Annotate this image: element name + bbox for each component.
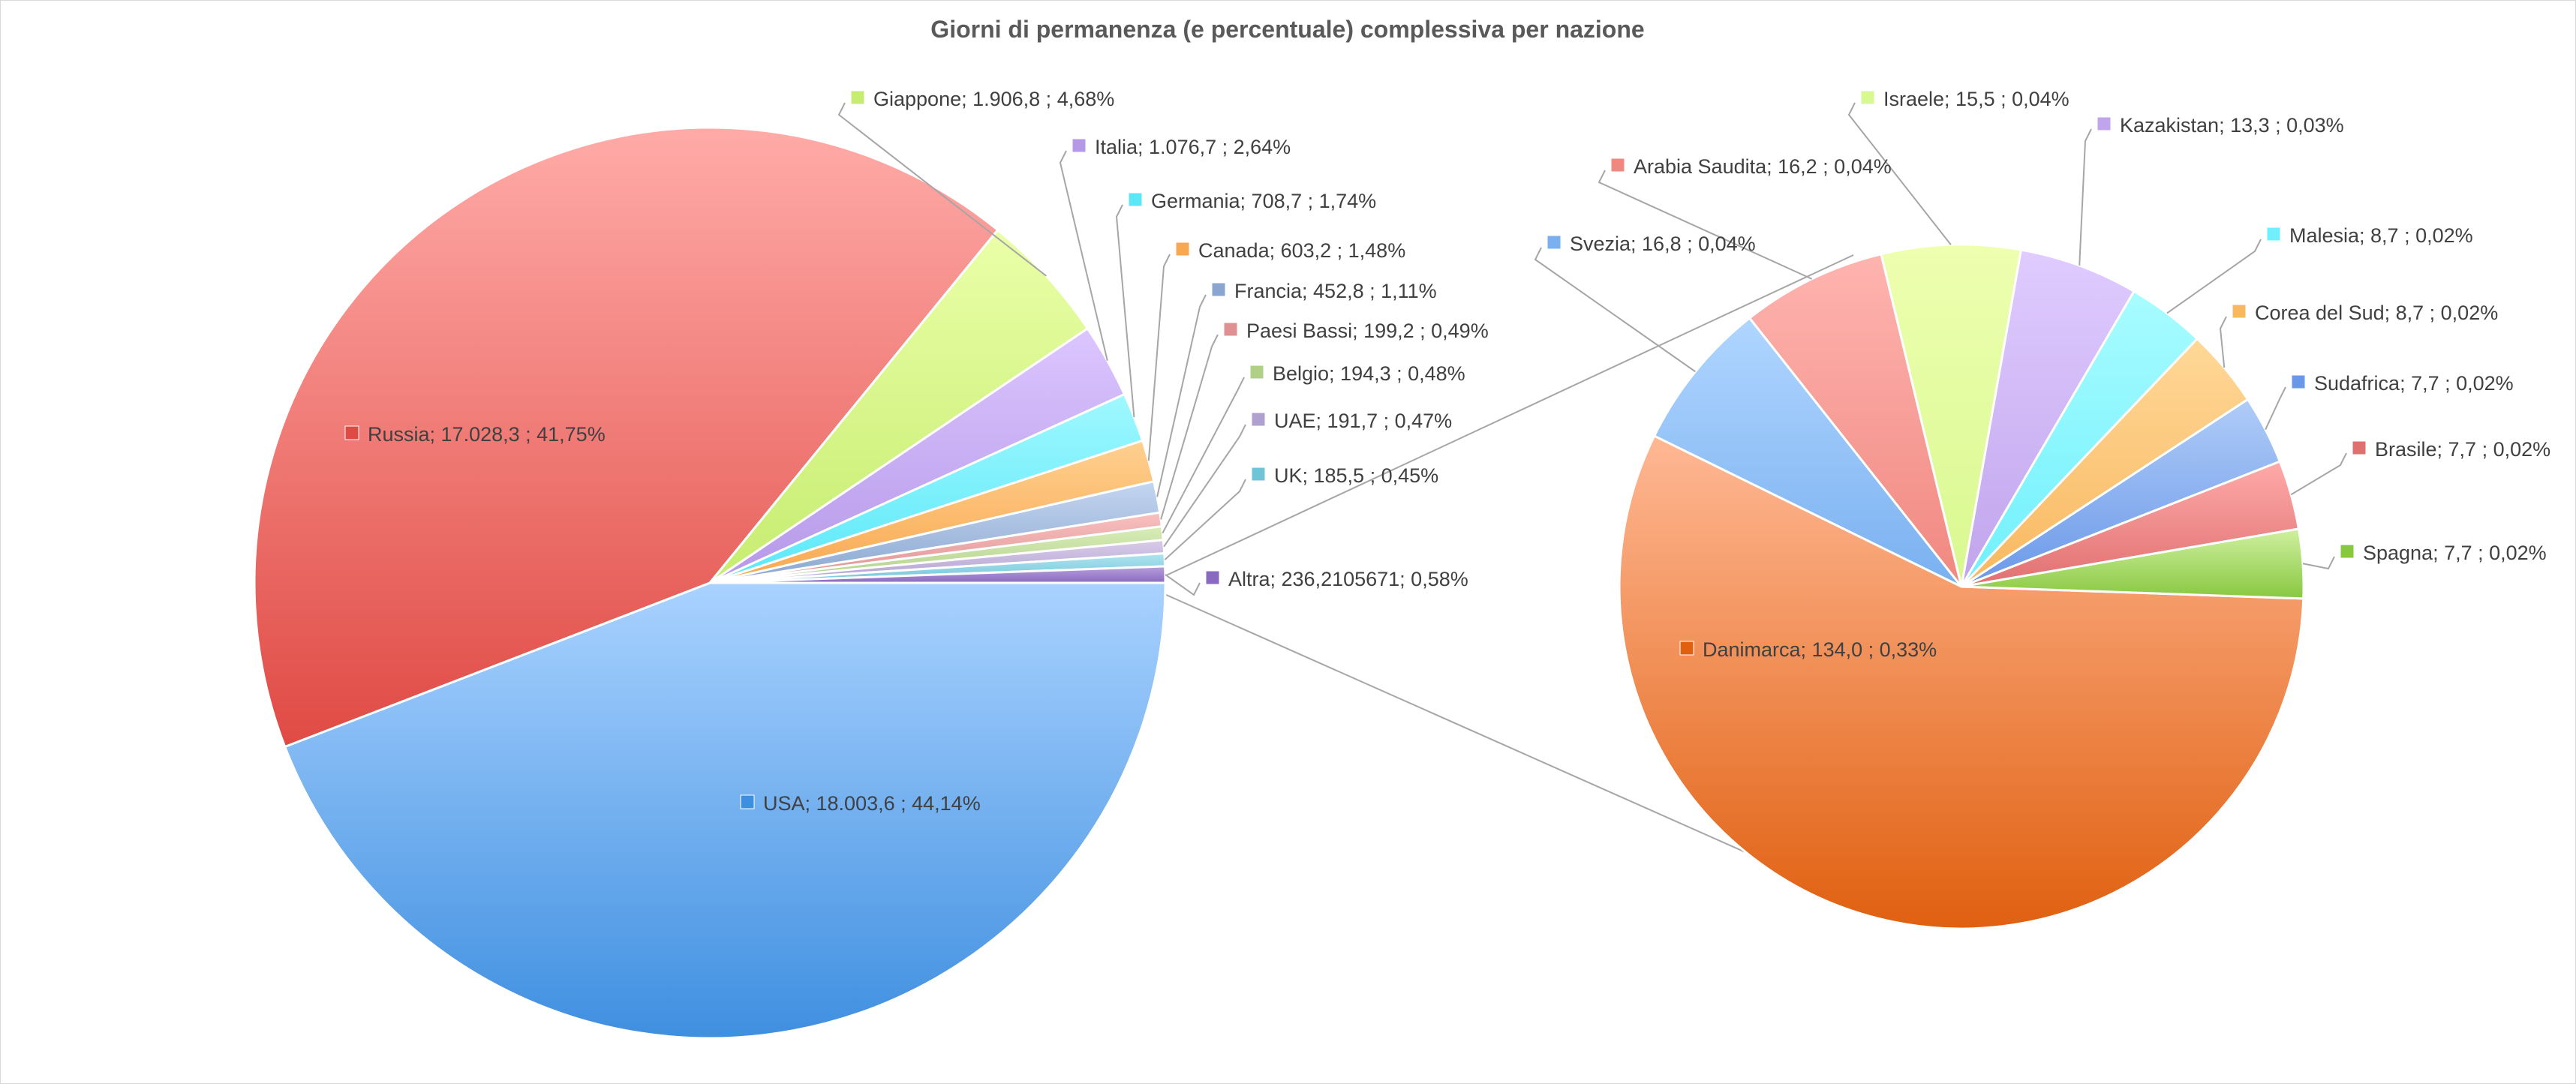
legend-key-giappone [850, 90, 865, 105]
pie-slice-spagna[interactable] [1960, 527, 2305, 600]
connector-line-bottom [1164, 593, 1787, 871]
data-label-francia: Francia; 452,8 ; 1,11% [1234, 280, 1437, 302]
leader-line-sudafrica [2265, 386, 2286, 431]
data-label-altra: Altra; 236,2105671; 0,58% [1228, 568, 1468, 590]
leader-line-giappone [837, 102, 1047, 277]
leader-line-belgio [1162, 377, 1245, 534]
legend-key-uk [1251, 467, 1266, 482]
legend-key-arabia-saudita [1610, 158, 1625, 173]
data-label-belgio: Belgio; 194,3 ; 0,48% [1273, 362, 1465, 385]
leader-line-spagna [2302, 556, 2335, 570]
leader-line-arabia-saudita [1598, 170, 1813, 280]
legend-key-svezia [1547, 235, 1562, 250]
data-label-arabia-saudita: Arabia Saudita; 16,2 ; 0,04% [1634, 155, 1892, 178]
legend-key-italia [1072, 138, 1087, 153]
leader-line-germania [1115, 204, 1135, 418]
data-label-brasile: Brasile; 7,7 ; 0,02% [2375, 438, 2550, 461]
pie-slice-danimarca[interactable] [1618, 434, 2305, 930]
pie-slice-russia[interactable] [253, 126, 999, 748]
legend-key-altra [1205, 570, 1220, 585]
data-label-spagna: Spagna; 7,7 ; 0,02% [2363, 542, 2547, 564]
leader-line-altra [1165, 574, 1201, 596]
leader-line-canada [1147, 254, 1171, 461]
data-label-sudafrica: Sudafrica; 7,7 ; 0,02% [2314, 372, 2514, 395]
legend-key-sudafrica [2291, 374, 2306, 389]
data-label-israele: Israele; 15,5 ; 0,04% [1883, 88, 2070, 110]
legend-key-canada [1175, 242, 1190, 257]
legend-key-francia [1211, 282, 1226, 297]
leader-line-brasile [2290, 452, 2347, 496]
connector-line-top [1164, 254, 1854, 577]
data-label-paesi-bassi: Paesi Bassi; 199,2 ; 0,49% [1246, 320, 1489, 342]
legend-key-brasile [2352, 440, 2367, 455]
data-label-giappone: Giappone; 1.906,8 ; 4,68% [873, 88, 1114, 110]
leader-line-uae [1163, 424, 1246, 548]
pie-slice-usa[interactable] [284, 581, 1167, 1040]
legend-key-danimarca [1679, 641, 1694, 656]
pie-connector-lines [1164, 254, 1854, 871]
data-label-russia: Russia; 17.028,3 ; 41,75% [368, 423, 606, 446]
data-label-svezia: Svezia; 16,8 ; 0,04% [1570, 233, 1756, 255]
data-label-italia: Italia; 1.076,7 ; 2,64% [1095, 136, 1291, 158]
data-label-corea-del-sud: Corea del Sud; 8,7 ; 0,02% [2255, 302, 2498, 324]
data-label-danimarca: Danimarca; 134,0 ; 0,33% [1703, 638, 1937, 661]
pie-slice-israele[interactable] [1880, 243, 2022, 588]
legend-key-kazakistan [2097, 116, 2112, 131]
leader-line-paesi-bassi [1160, 334, 1219, 520]
leader-line-svezia [1534, 247, 1696, 373]
pie-slice-svezia[interactable] [1653, 317, 1963, 588]
legend-key-usa [740, 794, 755, 809]
data-label-germania: Germania; 708,7 ; 1,74% [1151, 190, 1376, 212]
data-label-malesia: Malesia; 8,7 ; 0,02% [2289, 224, 2473, 247]
legend-key-paesi-bassi [1223, 322, 1238, 337]
leader-line-uk [1164, 479, 1246, 560]
legend-key-belgio [1249, 365, 1264, 380]
leader-line-italia [1059, 150, 1108, 361]
leader-line-israele [1847, 102, 1952, 245]
legend-key-russia [344, 425, 359, 440]
data-label-canada: Canada; 603,2 ; 1,48% [1198, 239, 1405, 262]
data-label-uae: UAE; 191,7 ; 0,47% [1274, 410, 1452, 432]
legend-key-malesia [2266, 227, 2281, 242]
data-label-kazakistan: Kazakistan; 13,3 ; 0,03% [2120, 114, 2344, 137]
leader-line-malesia [2166, 239, 2262, 314]
legend-key-germania [1128, 192, 1143, 207]
legend-key-uae [1251, 412, 1266, 427]
leader-line-francia [1156, 294, 1207, 497]
leader-line-kazakistan [2079, 128, 2092, 266]
legend-key-corea-del-sud [2232, 304, 2247, 319]
chart-title: Giorni di permanenza (e percentuale) com… [930, 16, 1644, 43]
legend-key-spagna [2340, 544, 2355, 559]
legend-key-israele [1860, 90, 1875, 105]
data-label-usa: USA; 18.003,6 ; 44,14% [763, 792, 981, 815]
data-label-uk: UK; 185,5 ; 0,45% [1274, 464, 1438, 487]
leader-line-corea-del-sud [2219, 316, 2227, 368]
